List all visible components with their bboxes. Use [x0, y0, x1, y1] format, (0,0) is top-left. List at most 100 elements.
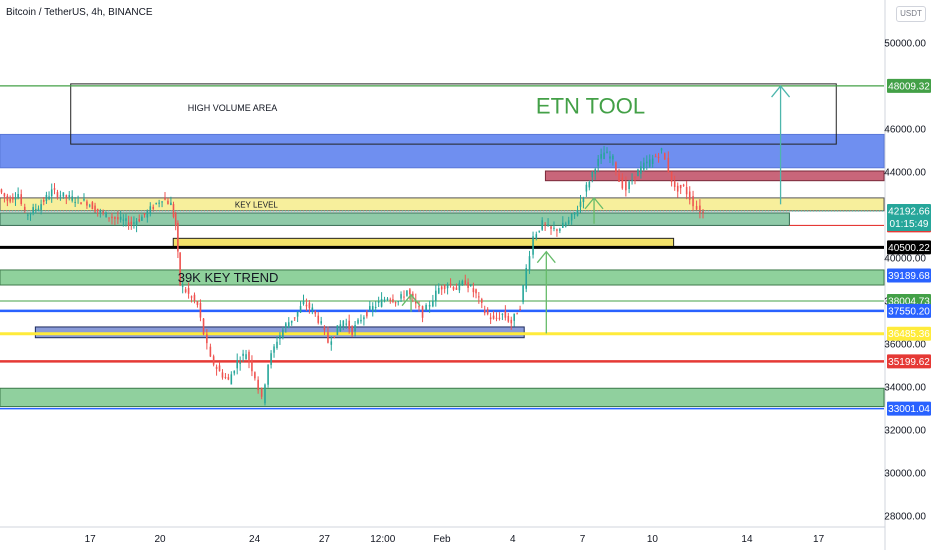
- annotation-2: HIGH VOLUME AREA: [188, 103, 278, 113]
- candle-body: [357, 319, 359, 324]
- x-tick-label: 7: [580, 534, 586, 545]
- candle-body: [233, 370, 236, 374]
- candle-body: [221, 372, 224, 378]
- candle-body: [702, 211, 704, 213]
- candle-body: [544, 223, 546, 225]
- candle-body: [528, 256, 531, 271]
- candle-body: [96, 208, 99, 212]
- candle-body: [585, 184, 588, 192]
- candle-body: [296, 311, 299, 317]
- candle-body: [23, 206, 26, 212]
- candle-body: [489, 317, 492, 320]
- candle-body: [215, 366, 218, 369]
- candle-body: [369, 306, 371, 311]
- candle-body: [133, 222, 135, 224]
- candle-body: [538, 230, 541, 232]
- candle-body: [579, 201, 582, 207]
- y-tick-label: 50000.00: [884, 39, 926, 50]
- x-tick-label: Feb: [433, 534, 451, 545]
- candle-body: [591, 171, 594, 178]
- candle-body: [637, 169, 639, 177]
- candle-body: [458, 282, 461, 291]
- candle-body: [299, 306, 302, 313]
- high-volume-area-rect: [70, 83, 837, 145]
- candle-body: [392, 299, 394, 302]
- annotation-0: ETN TOOL: [536, 93, 645, 118]
- candle-body: [0, 189, 3, 193]
- candle-body: [461, 281, 464, 285]
- arrow-head-0: [771, 85, 791, 98]
- candle-body: [170, 202, 172, 206]
- candle-body: [17, 194, 19, 199]
- candle-body: [564, 223, 567, 227]
- candle-body: [105, 212, 107, 218]
- level-2-badge: [887, 240, 931, 255]
- candle-body: [267, 364, 269, 385]
- y-tick-label: 28000.00: [884, 512, 926, 523]
- candle-body: [618, 173, 620, 182]
- candle-body: [606, 151, 608, 154]
- level-5-badge: [887, 303, 931, 318]
- candle-body: [386, 298, 389, 301]
- candle-body: [464, 280, 467, 285]
- candle-body: [245, 354, 247, 360]
- candle-body: [339, 324, 342, 332]
- candle-body: [449, 283, 452, 286]
- candle-body: [576, 210, 579, 216]
- candle-body: [516, 313, 518, 315]
- candle-body: [645, 161, 648, 164]
- candle-body: [14, 198, 17, 200]
- candle-body: [236, 360, 239, 369]
- candle-body: [625, 181, 627, 191]
- candle-body: [510, 319, 513, 324]
- candle-body: [327, 332, 329, 343]
- candle-body: [260, 388, 263, 397]
- candle-body: [685, 187, 688, 195]
- zone-rect-0: [0, 133, 885, 169]
- candle-body: [167, 200, 169, 205]
- level-4-label: 38004.73: [888, 297, 930, 308]
- candle-body: [56, 192, 59, 198]
- candle-body: [428, 304, 431, 307]
- candle-body: [164, 198, 166, 200]
- level-2-label: 40500.22: [888, 243, 930, 254]
- candle-body: [559, 229, 561, 231]
- candle-body: [285, 323, 287, 328]
- level-3-label: 39189.68: [888, 271, 930, 282]
- candle-body: [406, 290, 408, 296]
- candle-body: [130, 221, 133, 225]
- level-0-badge: [887, 78, 931, 93]
- candle-body: [567, 220, 570, 224]
- candle-body: [631, 179, 633, 181]
- zone-rect-7: [0, 387, 885, 408]
- arrow-head-2: [584, 196, 604, 210]
- candle-body: [138, 219, 141, 222]
- candle-body: [363, 317, 365, 320]
- candle-body: [227, 377, 230, 380]
- candle-body: [437, 287, 440, 294]
- candle-body: [556, 229, 558, 231]
- currency-button[interactable]: USDT: [896, 6, 926, 22]
- x-tick-label: 17: [85, 534, 97, 545]
- candle-body: [77, 197, 79, 199]
- candle-body: [371, 306, 374, 311]
- candle-body: [20, 194, 23, 204]
- candle-body: [501, 313, 504, 315]
- candle-body: [314, 310, 317, 314]
- candle-body: [400, 294, 402, 299]
- candle-body: [45, 194, 48, 201]
- candle-body: [143, 213, 146, 215]
- candle-body: [676, 185, 679, 192]
- candle-body: [86, 201, 88, 206]
- candle-body: [317, 315, 320, 323]
- candle-body: [628, 181, 630, 190]
- candle-body: [550, 226, 552, 229]
- candle-body: [62, 192, 65, 197]
- candle-body: [660, 148, 663, 151]
- candle-body: [122, 219, 125, 221]
- candle-body: [648, 159, 651, 167]
- candle-body: [114, 217, 116, 219]
- candle-body: [603, 152, 605, 160]
